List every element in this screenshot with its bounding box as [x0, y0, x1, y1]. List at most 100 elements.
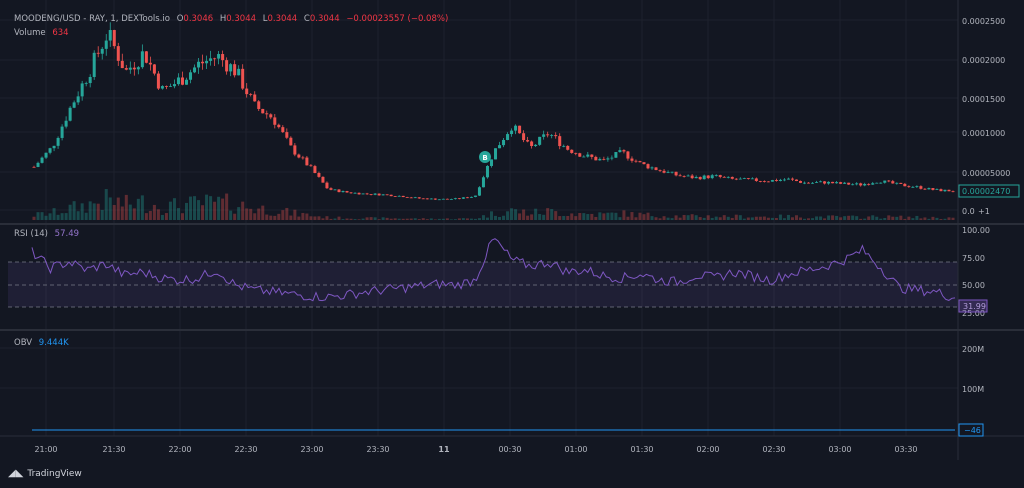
volume-bar: [48, 213, 52, 220]
candle-body: [100, 48, 104, 54]
volume-bar: [690, 214, 694, 220]
volume-bar: [301, 212, 305, 220]
volume-bar: [718, 217, 722, 220]
candle-body: [899, 182, 903, 184]
candle-body: [502, 139, 506, 146]
candle-body: [136, 67, 140, 70]
volume-bar: [610, 212, 614, 220]
candle-body: [205, 60, 209, 64]
volume-bar: [193, 196, 197, 220]
time-axis-label: 21:30: [102, 445, 125, 454]
candle-body: [293, 145, 297, 155]
candle-body: [554, 135, 558, 137]
volume-bar: [365, 217, 369, 220]
volume-bar: [429, 218, 433, 220]
volume-bar: [875, 216, 879, 220]
volume-bar: [803, 218, 807, 220]
obv-legend[interactable]: OBV 9.444K: [14, 338, 73, 348]
obv-axis-label: 100M: [962, 385, 984, 394]
volume-bar: [839, 217, 843, 220]
price-tag-label: 0.00002470: [962, 187, 1010, 196]
candle-body: [927, 188, 931, 190]
symbol-legend[interactable]: MOODENG/USD - RAY, 1, DEXTools.io O0.304…: [14, 14, 452, 24]
volume-bar: [758, 216, 762, 220]
volume-bar: [44, 215, 48, 220]
volume-bar: [654, 217, 658, 220]
candle-body: [694, 176, 698, 179]
volume-bar: [770, 217, 774, 220]
time-axis-label: 01:00: [564, 445, 587, 454]
candle-body: [710, 175, 714, 179]
volume-bar: [794, 215, 798, 220]
candle-body: [241, 68, 245, 89]
candle-body: [36, 162, 40, 167]
volume-bar: [349, 218, 353, 220]
volume-bar: [798, 217, 803, 220]
candle-body: [112, 30, 116, 47]
candle-body: [790, 178, 794, 180]
volume-bar: [903, 218, 907, 220]
volume-bar: [225, 193, 229, 220]
candle-body: [209, 58, 213, 61]
time-axis-label: 03:00: [828, 445, 851, 454]
candle-body: [883, 180, 887, 183]
volume-bar: [381, 217, 385, 220]
buy-marker[interactable]: [479, 151, 491, 163]
volume-bar: [855, 216, 859, 220]
candle-body: [156, 73, 160, 89]
candle-body: [574, 152, 578, 154]
candle-body: [915, 186, 919, 187]
candle-body: [811, 182, 815, 184]
candle-body: [469, 196, 473, 198]
candle-body: [184, 79, 189, 85]
candle-body: [610, 157, 614, 159]
candle-body: [405, 197, 409, 198]
rsi-value: 57.49: [54, 229, 80, 239]
candle-body: [389, 194, 393, 197]
candle-body: [345, 191, 349, 193]
volume-bar: [405, 218, 409, 220]
volume-bar: [341, 219, 345, 220]
candle-body: [494, 148, 498, 160]
volume-bar: [233, 213, 237, 220]
volume-bar: [883, 218, 887, 220]
price-axis-zero: 0.0: [962, 207, 975, 216]
volume-value: 634: [52, 28, 69, 38]
volume-bar: [461, 218, 465, 220]
candle-body: [80, 83, 84, 97]
volume-bar: [32, 216, 36, 220]
candle-body: [201, 61, 205, 64]
tradingview-brand[interactable]: ◢◣ TradingView: [8, 468, 82, 479]
volume-bar: [790, 217, 794, 220]
candle-body: [68, 107, 72, 121]
candle-body: [931, 188, 935, 190]
volume-bar: [606, 212, 610, 220]
candle-body: [606, 158, 610, 160]
rsi-axis-label: 50.00: [962, 281, 985, 290]
volume-bar: [189, 196, 193, 220]
candle-body: [823, 181, 827, 184]
candle-body: [774, 180, 778, 181]
volume-bar: [289, 215, 293, 220]
candle-body: [365, 193, 369, 195]
volume-bar: [172, 198, 176, 220]
rsi-legend[interactable]: RSI (14) 57.49: [14, 229, 83, 239]
candle-body: [160, 86, 164, 89]
candle-body: [40, 157, 44, 163]
candle-body: [261, 108, 265, 114]
symbol-name[interactable]: MOODENG/USD - RAY, 1, DEXTools.io: [14, 14, 170, 24]
candle-body: [522, 133, 526, 141]
volume-bar: [570, 213, 574, 220]
candle-body: [786, 178, 790, 180]
candle-body: [670, 171, 674, 173]
candle-body: [417, 197, 421, 199]
buy-marker-label: B: [482, 154, 487, 162]
volume-bar: [168, 201, 172, 220]
candle-body: [253, 94, 257, 102]
candle-body: [690, 175, 694, 179]
candle-body: [770, 180, 774, 182]
volume-bar: [417, 219, 421, 220]
volume-bar: [241, 201, 245, 220]
volume-legend[interactable]: Volume 634: [14, 28, 73, 38]
